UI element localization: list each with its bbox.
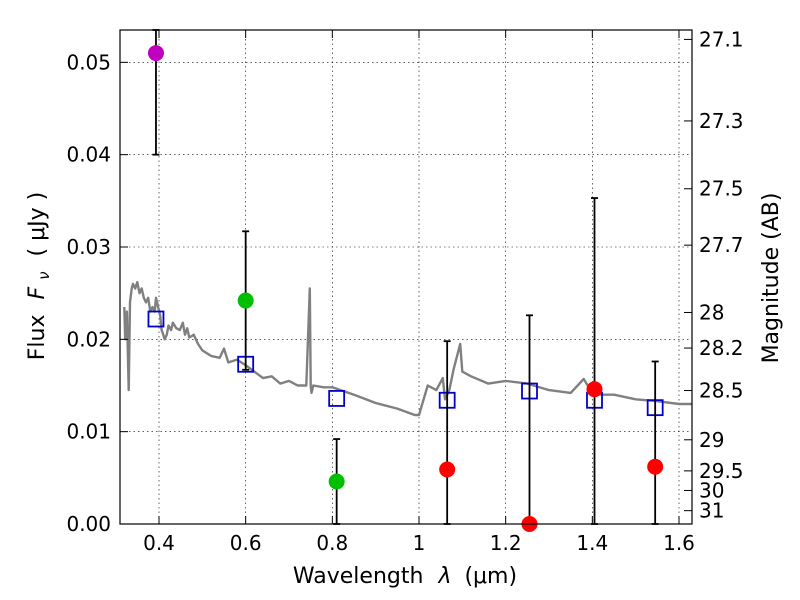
observed-point xyxy=(237,292,254,309)
observed-point xyxy=(328,473,345,490)
x-axis-label: Wavelength λ (μm) xyxy=(293,564,517,589)
grid-lines xyxy=(120,30,692,525)
y-tick-label: 0.02 xyxy=(66,327,111,351)
x-tick-label: 0.8 xyxy=(316,531,348,555)
x-axis-label-unit: (μm) xyxy=(464,564,517,589)
x-tick-label: 0.4 xyxy=(143,531,175,555)
mag-tick-label: 27.5 xyxy=(699,177,744,201)
observed-point xyxy=(147,45,164,62)
axis-ticks: 0.4 0.6 0.8 1 1.2 1.4 1.6 0.00 0.01 0.02 0.03 0.04 0… xyxy=(66,27,743,555)
y-axis-label-text: Flux xyxy=(25,314,50,360)
model-sed-line xyxy=(123,280,692,417)
mag-tick-label: 28.2 xyxy=(699,336,744,360)
x-tick-label: 1.2 xyxy=(490,531,522,555)
y-axis-label: Flux F ν ( μJy ) xyxy=(25,192,55,360)
observed-photometry-series xyxy=(147,29,664,532)
plot-frame xyxy=(119,29,693,525)
mag-tick-label: 27.7 xyxy=(699,233,744,257)
y-tick-label: 0.04 xyxy=(66,143,111,167)
x-axis-label-symbol: λ xyxy=(437,564,451,589)
observed-point xyxy=(586,381,603,398)
y-tick-label: 0.01 xyxy=(66,420,111,444)
mag-tick-label: 27.1 xyxy=(699,27,744,51)
y-axis-label-unit: ( μJy ) xyxy=(25,192,50,257)
mag-tick-label: 29.5 xyxy=(699,459,744,483)
model-point-square xyxy=(328,390,346,407)
y-axis-label-symbol: F xyxy=(25,286,50,299)
mag-tick-label: 28.5 xyxy=(699,379,744,403)
magnitude-axis-label: Magnitude (AB) xyxy=(759,193,784,364)
x-tick-label: 1 xyxy=(413,531,426,555)
y-tick-label: 0.00 xyxy=(66,512,111,536)
mag-tick-label: 28 xyxy=(699,300,724,324)
mag-tick-label: 30 xyxy=(699,478,724,502)
x-tick-label: 1.6 xyxy=(663,531,695,555)
mag-tick-label: 29 xyxy=(699,428,724,452)
y-tick-label: 0.05 xyxy=(66,50,111,74)
x-axis-label-text: Wavelength xyxy=(293,564,424,589)
observed-point xyxy=(647,458,664,475)
x-tick-label: 0.6 xyxy=(230,531,262,555)
model-sed-series xyxy=(123,280,692,417)
model-photometry-series xyxy=(147,310,664,417)
x-tick-label: 1.4 xyxy=(576,531,608,555)
observed-point xyxy=(439,461,456,478)
y-axis-label-subscript: ν xyxy=(35,271,53,279)
mag-tick-label: 27.3 xyxy=(699,109,744,133)
model-point-square xyxy=(147,310,165,328)
mag-tick-label: 31 xyxy=(699,499,724,523)
y-tick-label: 0.03 xyxy=(66,235,111,259)
